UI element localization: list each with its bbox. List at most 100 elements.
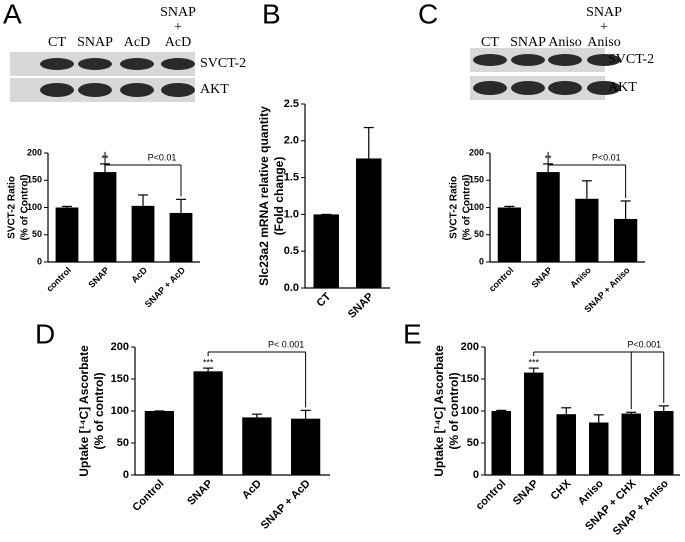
blot-band: [161, 58, 195, 70]
blot-band: [511, 81, 545, 95]
y-tick-label: 150: [469, 175, 484, 185]
bar: [536, 172, 560, 262]
bar: [242, 417, 272, 475]
y-tick-label: 0: [123, 469, 129, 481]
y-tick-label: 150: [27, 175, 42, 185]
x-tick-label: Aniso: [576, 477, 606, 507]
bar: [556, 414, 576, 475]
bar: [614, 218, 638, 262]
y-tick-label: 100: [461, 405, 479, 417]
comparison-label: P< 0.001: [268, 339, 304, 349]
y-tick-label: 200: [469, 147, 484, 157]
x-tick-label: control: [44, 265, 73, 294]
bar: [169, 212, 193, 262]
y-axis-label: SVCT-2 Ratio: [7, 176, 18, 239]
y-tick-label: 0.0: [284, 282, 299, 294]
blot-band: [587, 54, 621, 66]
blot-band: [511, 54, 545, 66]
lane-label: Aniso: [548, 35, 581, 50]
bar: [55, 207, 79, 262]
panel-letter: D: [35, 318, 55, 349]
blot-band: [78, 83, 112, 97]
x-tick-label: SNAP: [511, 478, 541, 508]
bar: [144, 411, 174, 475]
band-label: AKT: [608, 80, 637, 95]
blot-band: [587, 81, 621, 95]
y-axis-label: (% of control): [92, 372, 106, 449]
band-label: SVCT-2: [200, 56, 246, 71]
x-tick-label: SNAP + AcD: [259, 478, 313, 532]
panel-letter: B: [262, 0, 281, 29]
lane-label: CT: [48, 35, 66, 50]
x-tick-label: AcD: [129, 265, 149, 285]
y-tick-label: 50: [117, 437, 129, 449]
y-tick-label: 100: [469, 202, 484, 212]
x-tick-label: control: [474, 478, 509, 513]
x-tick-label: SNAP: [86, 265, 111, 290]
y-axis-label: Uptake [¹⁴C] Ascorbate: [432, 345, 446, 477]
blot-band: [548, 54, 582, 66]
lane-label: SNAP: [510, 35, 546, 50]
y-tick-label: 200: [461, 341, 479, 353]
bar: [491, 411, 511, 475]
blot-band: [40, 83, 74, 97]
bar: [589, 422, 609, 475]
lane-label: +: [174, 20, 182, 35]
blot-band: [40, 58, 74, 70]
bar: [291, 418, 321, 475]
lane-label: AcD: [124, 35, 150, 50]
lane-label: CT: [481, 35, 499, 50]
x-tick-label: Control: [130, 478, 166, 514]
bar: [497, 207, 521, 262]
y-tick-label: 200: [27, 147, 42, 157]
comparison-label: P<0.001: [627, 339, 661, 349]
y-tick-label: 1.0: [284, 208, 299, 220]
panel-letter: A: [3, 0, 22, 29]
blot-band: [78, 58, 112, 70]
y-axis-label: Uptake [¹⁴C] Ascorbate: [77, 345, 91, 477]
y-tick-label: 2.0: [284, 135, 299, 147]
y-tick-label: 100: [27, 202, 42, 212]
y-axis-label: SVCT-2 Ratio: [449, 176, 460, 239]
y-tick-label: 200: [111, 341, 129, 353]
blot-band: [120, 83, 154, 97]
y-axis-label: (% of Control): [462, 174, 473, 240]
bar: [654, 411, 674, 475]
lane-label: SNAP: [586, 5, 622, 20]
y-axis-label: (% of control): [447, 372, 461, 449]
significance-marker: ***: [528, 357, 539, 367]
x-tick-label: CHX: [549, 477, 574, 502]
x-tick-label: AcD: [240, 478, 264, 502]
x-tick-label: SNAP: [185, 478, 215, 508]
x-tick-label: Aniso: [568, 265, 593, 290]
y-axis-label: Slc23a2 mRNA relative quantity: [257, 106, 271, 286]
lane-label: AcD: [165, 35, 191, 50]
x-tick-label: CT: [315, 290, 334, 309]
bar: [524, 372, 544, 475]
lane-label: SNAP: [160, 5, 196, 20]
y-tick-label: 50: [467, 437, 479, 449]
blot-band: [548, 81, 582, 95]
y-tick-label: 0.5: [284, 245, 299, 257]
y-tick-label: 0: [37, 256, 42, 266]
x-tick-label: SNAP: [346, 291, 376, 321]
panel-letter: E: [403, 318, 422, 349]
y-tick-label: 2.5: [284, 98, 299, 110]
blot-band: [473, 54, 507, 66]
lane-label: Aniso: [587, 35, 620, 50]
bar: [313, 214, 339, 288]
significance-marker: ***: [203, 357, 214, 367]
y-tick-label: 50: [474, 229, 484, 239]
blot-band: [120, 58, 154, 70]
band-label: SVCT-2: [608, 52, 654, 67]
y-tick-label: 150: [111, 373, 129, 385]
lane-label: SNAP: [77, 35, 113, 50]
y-tick-label: 0: [479, 256, 484, 266]
panel-letter: C: [418, 0, 438, 29]
x-tick-label: SNAP: [529, 265, 554, 290]
bar: [356, 158, 382, 288]
y-tick-label: 100: [111, 405, 129, 417]
x-tick-label: SNAP + AcD: [143, 265, 188, 310]
blot-band: [473, 81, 507, 95]
